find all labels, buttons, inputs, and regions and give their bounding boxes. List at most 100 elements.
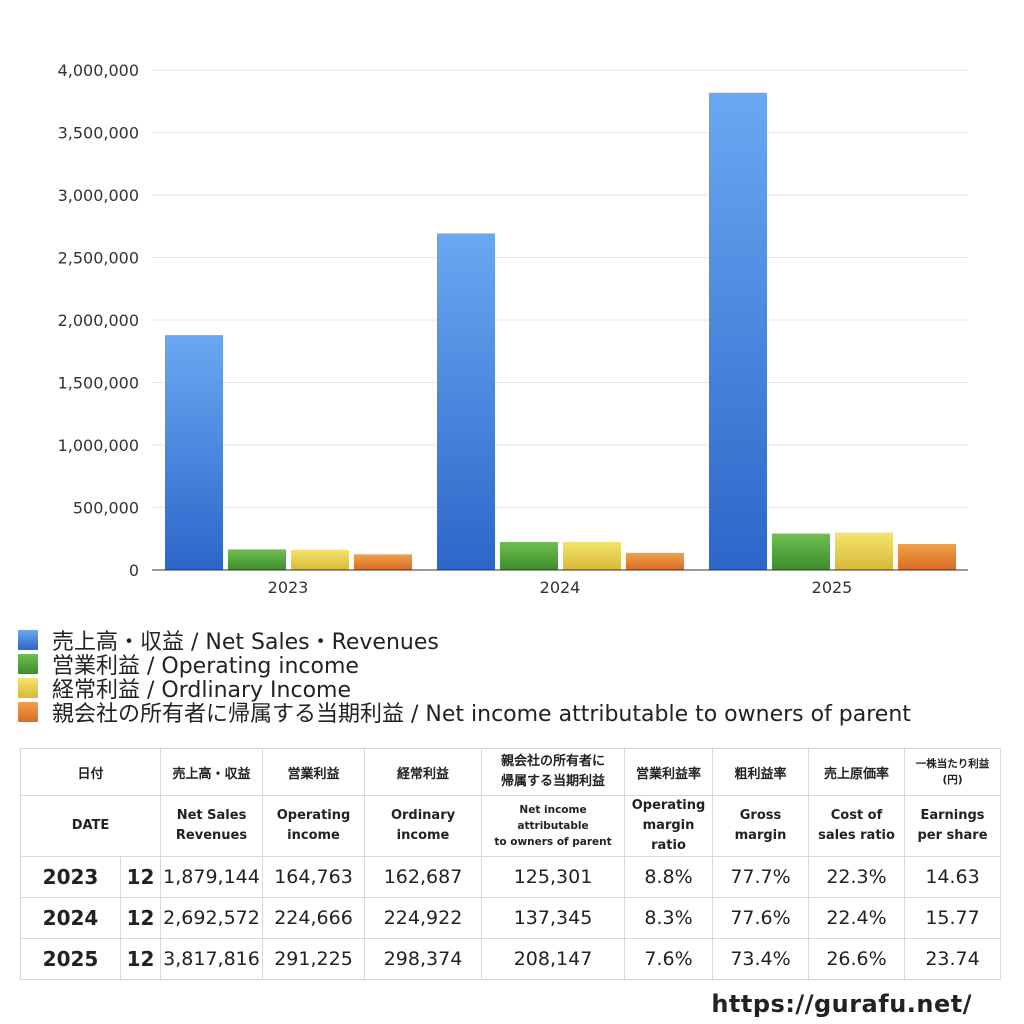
- cell-month: 12: [119, 897, 162, 939]
- x-tick-label: 2023: [268, 578, 309, 597]
- header-net-income-en-line2: to owners of parent: [494, 836, 612, 848]
- bar-2024-series-3: [626, 552, 684, 570]
- y-tick-label: 3,500,000: [58, 124, 139, 143]
- header-eps-jp-line1: 一株当たり利益: [915, 758, 990, 770]
- table-header-jp: 日付 売上高・収益 営業利益 経常利益 親会社の所有者に 帰属する当期利益 営業…: [19, 748, 1002, 796]
- legend-item-net-income: 親会社の所有者に帰属する当期利益 / Net income attributab…: [18, 700, 911, 727]
- legend-item-net-sales: 売上高・収益 / Net Sales・Revenues: [18, 628, 911, 655]
- legend-label-net-sales: 売上高・収益 / Net Sales・Revenues: [52, 630, 439, 655]
- chart-bars: [165, 92, 956, 570]
- header-net-income-jp-line2: 帰属する当期利益: [501, 774, 606, 789]
- header-eps-en-line2: per share: [917, 828, 988, 843]
- header-ordinary-income-en-line2: income: [396, 828, 450, 843]
- header-sales-en-line1: Net Sales: [176, 808, 247, 823]
- cell-operating-margin: 7.6%: [624, 938, 714, 980]
- cell-eps: 15.77: [904, 897, 1002, 939]
- cell-operating-margin: 8.8%: [624, 856, 714, 898]
- header-operating-income-jp: 営業利益: [262, 748, 366, 796]
- header-net-income-en-line1: Net income attributable: [517, 804, 589, 832]
- table-header-en: DATE Net Sales Revenues Operating income…: [19, 795, 1002, 857]
- cell-operating-margin: 8.3%: [624, 897, 714, 939]
- header-cost-of-sales-en-line1: Cost of: [830, 808, 883, 823]
- header-ordinary-income-en-line1: Ordinary: [390, 808, 456, 823]
- bar-2024-series-2: [563, 541, 621, 570]
- header-operating-income-en-line1: Operating: [276, 808, 351, 823]
- legend-swatch-net-sales: [18, 630, 38, 650]
- cell-eps: 14.63: [904, 856, 1002, 898]
- y-tick-label: 500,000: [73, 499, 139, 518]
- cell-net-income: 125,301: [481, 856, 626, 898]
- y-axis-tick-labels: 0 500,000 1,000,000 1,500,000 2,000,000 2,500…: [58, 61, 139, 580]
- y-tick-label: 2,500,000: [58, 249, 139, 268]
- header-operating-margin-jp: 営業利益率: [624, 748, 714, 796]
- y-tick-label: 1,000,000: [58, 436, 139, 455]
- legend-item-ordinary-income: 経常利益 / Ordlinary Income: [18, 676, 911, 703]
- cell-ordinary-income: 224,922: [364, 897, 483, 939]
- header-date-jp: 日付: [19, 748, 162, 796]
- header-net-income-en: Net income attributable to owners of par…: [481, 795, 626, 857]
- financial-data-table: 日付 売上高・収益 営業利益 経常利益 親会社の所有者に 帰属する当期利益 営業…: [19, 748, 1002, 980]
- cell-gross-margin: 77.6%: [712, 897, 810, 939]
- cell-year: 2024: [20, 897, 121, 939]
- y-tick-label: 1,500,000: [58, 374, 139, 393]
- header-eps-en: Earnings per share: [904, 795, 1002, 857]
- legend-item-operating-income: 営業利益 / Operating income: [18, 652, 911, 679]
- header-ordinary-income-en: Ordinary income: [364, 795, 483, 857]
- chart-legend: 売上高・収益 / Net Sales・Revenues 営業利益 / Opera…: [18, 628, 911, 727]
- legend-swatch-operating-income: [18, 654, 38, 674]
- header-operating-margin-en: Operating margin ratio: [624, 795, 714, 857]
- header-eps-jp-line2: (円): [942, 774, 963, 786]
- header-net-income-jp-line1: 親会社の所有者に: [501, 754, 606, 769]
- x-tick-label: 2025: [812, 578, 853, 597]
- site-url[interactable]: https://gurafu.net/: [711, 990, 972, 1018]
- bar-chart: 0 500,000 1,000,000 1,500,000 2,000,000 2,500…: [58, 61, 968, 597]
- bar-2023-series-2: [291, 549, 349, 570]
- header-gross-margin-en-line2: margin: [734, 828, 787, 843]
- bar-2025-series-1: [772, 533, 830, 570]
- legend-label-ordinary-income: 経常利益 / Ordlinary Income: [52, 678, 351, 703]
- cell-cost-of-sales: 26.6%: [808, 938, 906, 980]
- cell-operating-income: 164,763: [262, 856, 366, 898]
- bar-2023-series-1: [228, 549, 286, 570]
- header-operating-margin-en-line2: margin: [642, 818, 695, 833]
- header-sales-en-line2: Revenues: [175, 828, 248, 843]
- header-cost-of-sales-en: Cost of sales ratio: [808, 795, 906, 857]
- cell-gross-margin: 73.4%: [712, 938, 810, 980]
- cell-ordinary-income: 298,374: [364, 938, 483, 980]
- bar-2024-series-1: [500, 541, 558, 570]
- header-cost-of-sales-en-line2: sales ratio: [818, 828, 895, 843]
- cell-month: 12: [119, 856, 162, 898]
- bar-2024-series-0: [437, 233, 495, 570]
- legend-swatch-ordinary-income: [18, 678, 38, 698]
- table-row-2025: 2025 12 3,817,816 291,225 298,374 208,14…: [20, 938, 1002, 980]
- cell-eps: 23.74: [904, 938, 1002, 980]
- legend-swatch-net-income: [18, 702, 38, 722]
- chart-gridlines: [152, 69, 968, 508]
- cell-net-income: 137,345: [481, 897, 626, 939]
- header-ordinary-income-jp: 経常利益: [364, 748, 483, 796]
- bar-2023-series-3: [354, 554, 412, 570]
- cell-ordinary-income: 162,687: [364, 856, 483, 898]
- header-gross-margin-en-line1: Gross: [739, 808, 782, 823]
- y-tick-label: 4,000,000: [58, 61, 139, 80]
- cell-sales: 1,879,144: [160, 856, 264, 898]
- x-tick-label: 2024: [540, 578, 581, 597]
- header-date-en: DATE: [19, 795, 162, 857]
- header-operating-income-en-line2: income: [287, 828, 340, 843]
- y-tick-label: 0: [129, 561, 139, 580]
- x-axis-tick-labels: 2023 2024 2025: [268, 578, 853, 597]
- cell-sales: 2,692,572: [160, 897, 264, 939]
- y-tick-label: 2,000,000: [58, 311, 139, 330]
- bar-2025-series-2: [835, 532, 893, 570]
- bar-2023-series-0: [165, 335, 223, 570]
- cell-cost-of-sales: 22.3%: [808, 856, 906, 898]
- header-operating-income-en: Operating income: [262, 795, 366, 857]
- header-gross-margin-en: Gross margin: [712, 795, 810, 857]
- cell-operating-income: 224,666: [262, 897, 366, 939]
- y-tick-label: 3,000,000: [58, 186, 139, 205]
- header-sales-en: Net Sales Revenues: [160, 795, 264, 857]
- header-sales-jp: 売上高・収益: [160, 748, 264, 796]
- legend-label-net-income: 親会社の所有者に帰属する当期利益 / Net income attributab…: [52, 702, 911, 727]
- legend-label-operating-income: 営業利益 / Operating income: [52, 654, 359, 679]
- cell-year: 2023: [20, 856, 121, 898]
